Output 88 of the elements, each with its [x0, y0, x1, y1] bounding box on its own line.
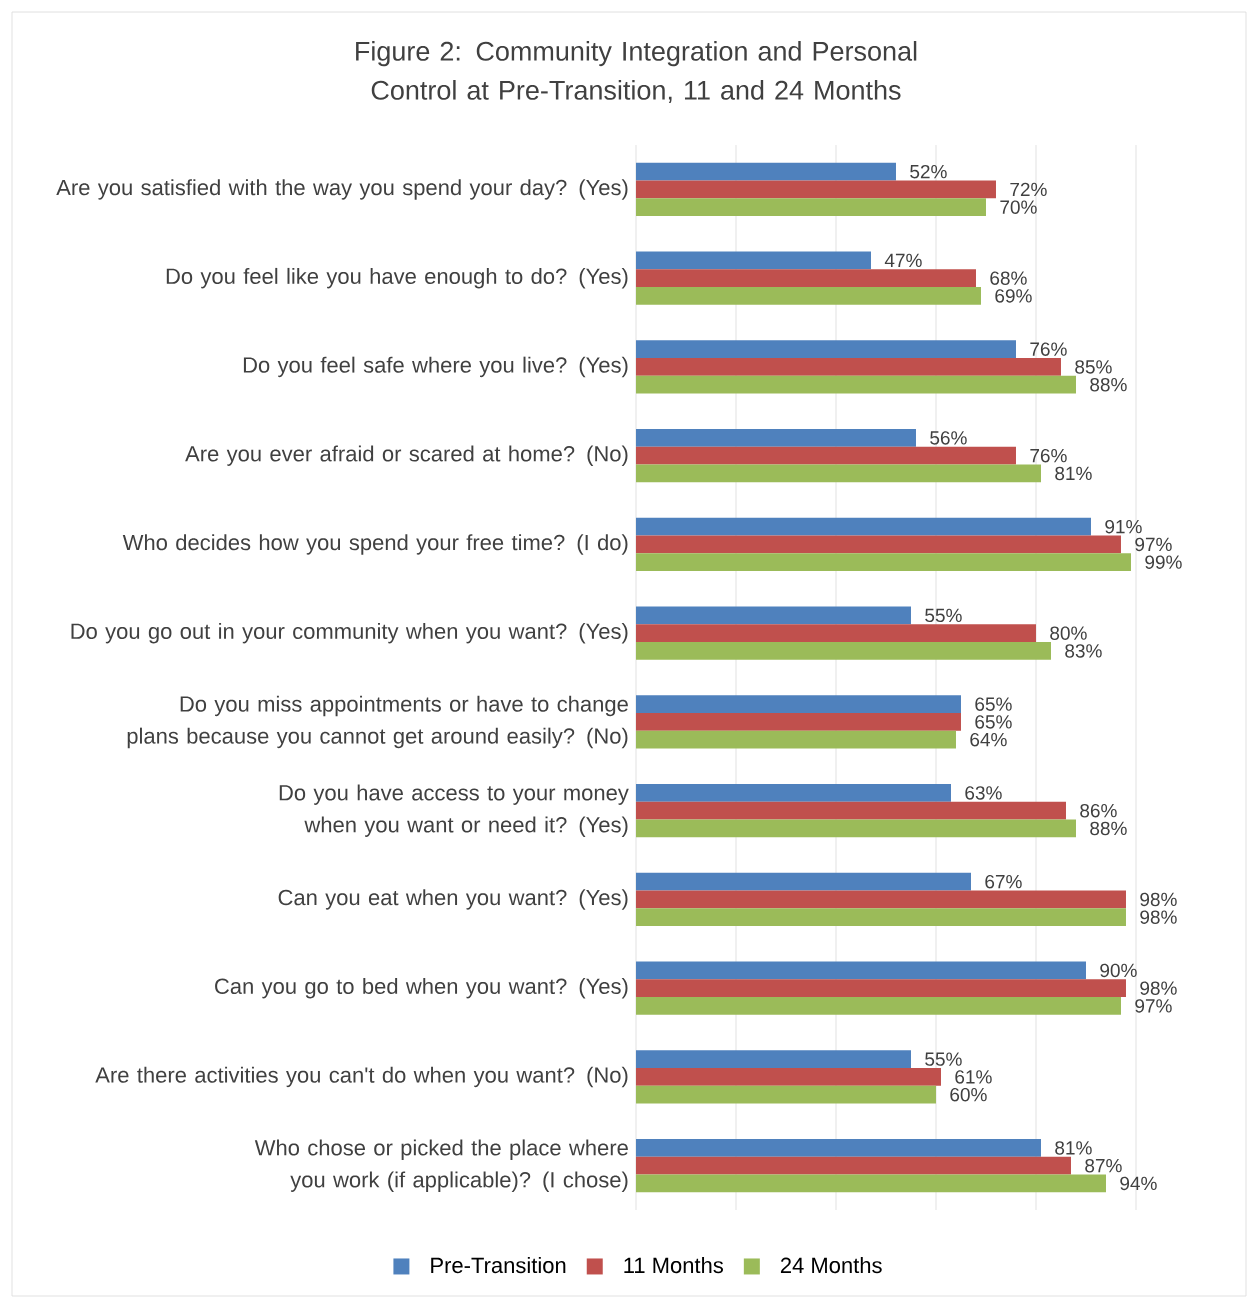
- data-label: 55%: [925, 1052, 962, 1066]
- bar: [635, 1156, 1071, 1175]
- bar: [635, 180, 996, 199]
- data-label: 65%: [975, 697, 1012, 711]
- bar: [635, 553, 1131, 572]
- y-tick-label: Are there activities you can't do when you want? (No): [95, 1066, 628, 1088]
- y-tick-label: Who chose or picked the place where you work (if applicable)? (I chose): [254, 1139, 628, 1192]
- y-tick-label: Can you go to bed when you want? (Yes): [215, 977, 628, 999]
- bar: [635, 1085, 936, 1104]
- y-tick-label: Do you miss appointments or have to change plans because you cannot get around easily? (No): [127, 695, 628, 749]
- bar: [635, 730, 956, 749]
- data-label: 65%: [975, 715, 1012, 729]
- data-label: 90%: [1100, 963, 1137, 978]
- data-label: 61%: [955, 1070, 992, 1084]
- data-label: 97%: [1135, 999, 1172, 1013]
- bar: [635, 908, 1126, 927]
- legend-label: 24 Months: [780, 1257, 882, 1274]
- data-label: 97%: [1135, 537, 1172, 552]
- bar: [635, 1050, 911, 1069]
- bar: [635, 1139, 1041, 1157]
- data-label: 98%: [1140, 981, 1177, 995]
- data-label: 91%: [1105, 519, 1142, 534]
- bar: [635, 624, 1036, 643]
- data-label: 83%: [1065, 644, 1102, 658]
- bar: [635, 979, 1126, 998]
- bar: [635, 375, 1076, 394]
- bar: [635, 464, 1041, 483]
- data-label: 81%: [1055, 1141, 1092, 1155]
- bar: [635, 606, 911, 625]
- y-tick-label: Do you feel safe where you live? (Yes): [243, 356, 628, 378]
- bar: [635, 269, 976, 288]
- bar: [635, 287, 981, 305]
- data-label: 67%: [985, 874, 1022, 889]
- y-tick-label: Are you satisfied with the way you spend your day? (Yes): [56, 179, 628, 200]
- bar: [635, 784, 951, 802]
- y-tick-label: Are you ever afraid or scared at home? (No): [185, 445, 628, 466]
- y-tick-label: Can you eat when you want? (Yes): [278, 889, 628, 910]
- bar: [635, 997, 1121, 1015]
- bar: [635, 429, 916, 447]
- data-label: 88%: [1090, 821, 1127, 836]
- data-label: 98%: [1140, 892, 1177, 907]
- data-label: 94%: [1120, 1176, 1157, 1191]
- data-label: 69%: [995, 289, 1032, 303]
- bar: [635, 713, 961, 731]
- data-label: 72%: [1010, 182, 1047, 197]
- y-tick-label: Do you feel like you have enough to do? (Yes): [166, 267, 628, 289]
- bar: [635, 642, 1051, 660]
- bar: [635, 358, 1061, 376]
- data-label: 98%: [1140, 910, 1177, 924]
- data-label: 81%: [1055, 466, 1092, 481]
- legend-label: 11 Months: [624, 1257, 723, 1274]
- chart-title: Figure 2: Community Integration and Personal Control at Pre-Transition, 11 and 24 Months: [356, 41, 917, 104]
- data-label: 80%: [1050, 626, 1087, 640]
- data-label: 88%: [1090, 377, 1127, 392]
- bar: [635, 1068, 941, 1086]
- data-label: 68%: [990, 271, 1027, 285]
- data-label: 52%: [910, 164, 947, 179]
- bar: [635, 695, 961, 714]
- data-label: 99%: [1145, 555, 1182, 569]
- y-tick-label: Do you have access to your money when you want or need it? (Yes): [279, 784, 629, 837]
- bar: [635, 801, 1066, 820]
- data-label: 76%: [1030, 448, 1067, 463]
- bar: [635, 961, 1086, 980]
- data-label: 63%: [965, 786, 1002, 800]
- y-tick-label: Who decides how you spend your free time? (I do): [122, 534, 628, 555]
- bar: [635, 1174, 1106, 1193]
- data-label: 86%: [1080, 803, 1117, 818]
- data-label: 70%: [1000, 200, 1037, 214]
- data-label: 87%: [1085, 1158, 1122, 1173]
- data-label: 47%: [884, 253, 922, 268]
- bar: [635, 340, 1016, 359]
- data-label: 64%: [970, 732, 1007, 747]
- bar: [635, 535, 1121, 554]
- data-label: 60%: [950, 1087, 987, 1102]
- legend-label: Pre-Transition: [431, 1257, 566, 1274]
- data-label: 56%: [930, 431, 967, 445]
- y-tick-label: Do you go out in your community when you want? (Yes): [71, 622, 628, 644]
- bar: [635, 162, 896, 181]
- data-label: 85%: [1075, 360, 1112, 374]
- data-label: 76%: [1030, 342, 1067, 356]
- bar: [635, 251, 871, 270]
- bar: [635, 890, 1126, 909]
- bar: [635, 819, 1076, 838]
- bar: [635, 198, 986, 217]
- bar: [635, 872, 971, 891]
- bar: [635, 517, 1091, 536]
- data-label: 55%: [925, 608, 962, 623]
- bar: [635, 446, 1016, 465]
